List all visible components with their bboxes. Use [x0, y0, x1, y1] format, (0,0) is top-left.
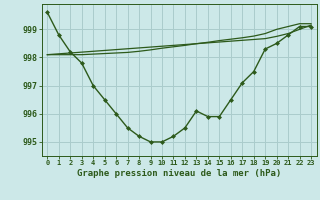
X-axis label: Graphe pression niveau de la mer (hPa): Graphe pression niveau de la mer (hPa)	[77, 169, 281, 178]
